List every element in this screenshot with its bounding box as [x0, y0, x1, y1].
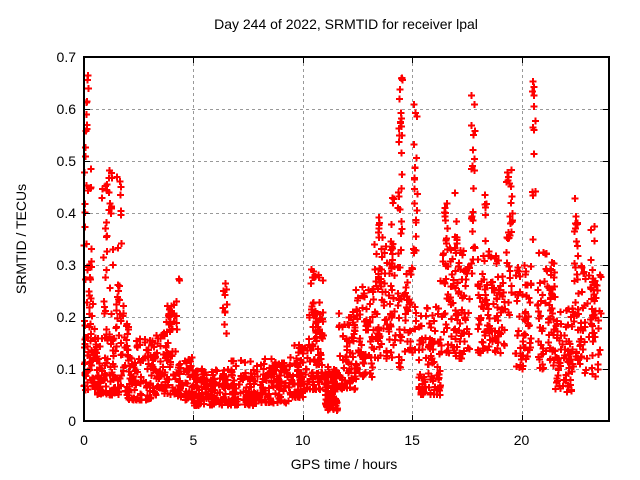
data-points — [80, 72, 605, 414]
x-tick-label: 10 — [294, 432, 311, 448]
plot-border — [83, 56, 610, 422]
x-tick-label: 5 — [189, 432, 198, 448]
y-tick-label: 0.5 — [56, 153, 76, 169]
y-tick-label: 0.2 — [56, 309, 76, 325]
x-tick-label: 20 — [513, 432, 530, 448]
y-tick-label: 0.3 — [56, 257, 76, 273]
x-tick-label: 15 — [404, 432, 420, 448]
y-tick-label: 0.6 — [56, 101, 76, 117]
chart-title: Day 244 of 2022, SRMTID for receiver lpa… — [214, 16, 478, 32]
x-axis-label: GPS time / hours — [290, 456, 398, 472]
grid-lines — [84, 57, 609, 421]
y-tick-label: 0.4 — [56, 205, 76, 221]
y-tick-label: 0.1 — [56, 361, 76, 377]
x-tick-label: 0 — [80, 432, 88, 448]
y-tick-label: 0 — [68, 413, 76, 429]
y-tick-label: 0.7 — [56, 49, 76, 65]
